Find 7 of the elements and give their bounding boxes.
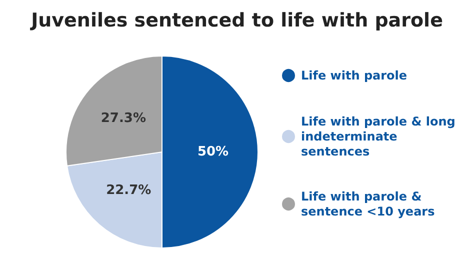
legend-label: Life with parole & sentence <10 years	[301, 190, 435, 218]
chart-title: Juveniles sentenced to life with parole	[29, 10, 443, 32]
data-label: 22.7%	[106, 183, 152, 198]
data-label: 27.3%	[100, 111, 146, 126]
legend-label: Life with parole & long indeterminate sentences	[301, 114, 460, 158]
data-label: 50%	[197, 144, 229, 160]
legend-label: Life with parole	[301, 68, 408, 82]
